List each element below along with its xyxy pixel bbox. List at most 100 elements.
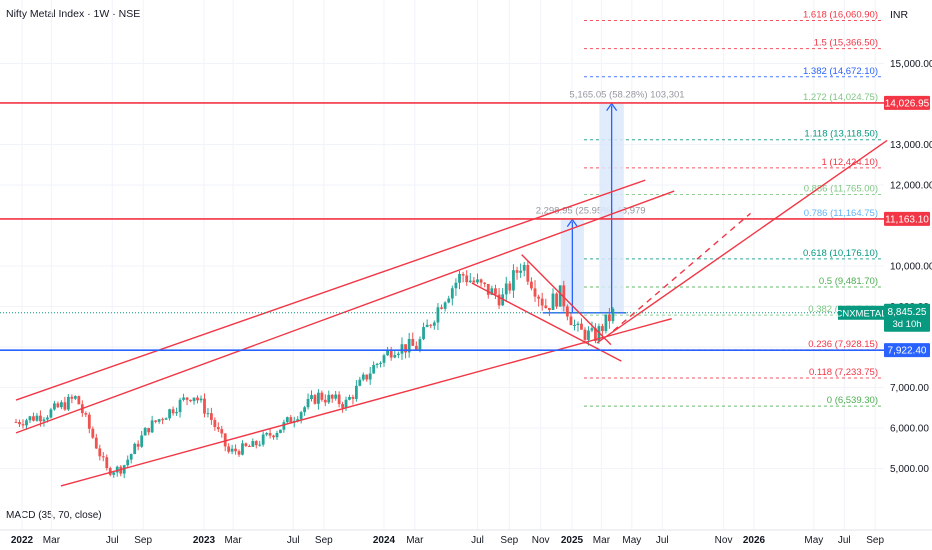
candle [28,416,32,421]
candle [607,314,611,322]
trend-line[interactable] [521,254,612,346]
symbol-badge-label: CNXMETAL [835,308,886,319]
x-tick-label: 2023 [193,535,216,546]
candle [126,459,130,466]
projection-label: 5,165.05 (58.28%) 103,301 [569,90,684,101]
candle [348,396,351,400]
candle [32,416,35,421]
candle [522,264,526,271]
candle [227,446,231,452]
candle [261,434,265,445]
candle [341,404,344,408]
candle [573,324,576,326]
candle [519,270,523,273]
price-badge-label: 14,026.95 [885,98,930,109]
candle [171,409,175,414]
y-tick-label: 13,000.00 [890,140,932,151]
fib-label-0.786: 0.786 (11,164.75) [804,208,878,219]
candle [178,399,182,413]
candle [230,448,234,452]
trend-line[interactable] [15,179,646,401]
x-tick-label: Jul [471,535,484,546]
candle [209,413,213,420]
candle [296,419,300,421]
symbol-badge [838,305,884,320]
candle [234,448,237,452]
candle [379,362,382,364]
price-badge-label: 7,922.40 [888,346,927,357]
candle [327,394,331,403]
countdown-label: 3d 10h [892,319,921,330]
trend-line[interactable] [471,282,622,362]
x-tick-label: Jul [656,535,669,546]
candle [587,330,590,340]
candle [555,293,558,307]
candle [422,327,425,340]
x-tick-label: May [622,535,641,546]
y-tick-label: 7,000.00 [890,383,929,394]
macd-indicator-label[interactable]: MACD (35, 70, close) [6,510,102,521]
candle [436,307,440,323]
trend-line[interactable] [60,317,672,487]
x-tick-label: 2026 [743,535,766,546]
candle [465,275,469,283]
candle [411,338,415,346]
candle [101,456,105,458]
y-tick-label: 5,000.00 [890,464,929,475]
candle [39,415,42,422]
candle [154,420,158,422]
candle [98,448,102,457]
candle [461,273,465,276]
candle [443,302,447,309]
candle [547,307,551,310]
candle [279,429,282,433]
candle [310,395,313,399]
candle [59,402,63,408]
candle [601,326,604,332]
fib-label-1.382: 1.382 (14,672.10) [803,66,878,77]
candle [108,468,112,475]
candle [115,466,119,473]
candle [237,451,241,455]
x-tick-label: Sep [500,535,518,546]
candle [46,417,49,420]
candle [56,403,60,408]
last-price-value: 8,845.25 [888,307,927,318]
candle [220,429,224,434]
candle [73,396,77,399]
trend-line[interactable] [612,212,751,332]
candle [414,345,418,351]
candle [313,395,317,404]
x-tick-label: May [804,535,823,546]
x-tick-label: Mar [224,535,242,546]
candle [358,379,362,386]
candle [317,392,320,404]
candle [386,350,389,356]
candle [337,394,341,405]
candle [63,402,67,410]
candle [382,355,386,363]
candle [289,417,293,423]
candle [323,399,327,403]
trend-line[interactable] [15,190,675,434]
candle [504,283,508,295]
candle [14,421,18,423]
trend-line[interactable] [596,139,888,344]
candle [396,353,400,356]
candle [282,422,286,430]
candle [540,298,544,306]
x-tick-label: Jul [106,535,119,546]
candle [268,433,272,436]
x-tick-label: Sep [866,535,884,546]
y-tick-label: 6,000.00 [890,424,929,435]
fib-label-0.618: 0.618 (10,176.10) [803,248,878,259]
candle [393,355,397,358]
candle [472,280,476,283]
candle [189,399,192,402]
candle [161,419,165,421]
candle [21,424,25,426]
x-tick-label: Mar [406,535,424,546]
candle [251,441,255,447]
